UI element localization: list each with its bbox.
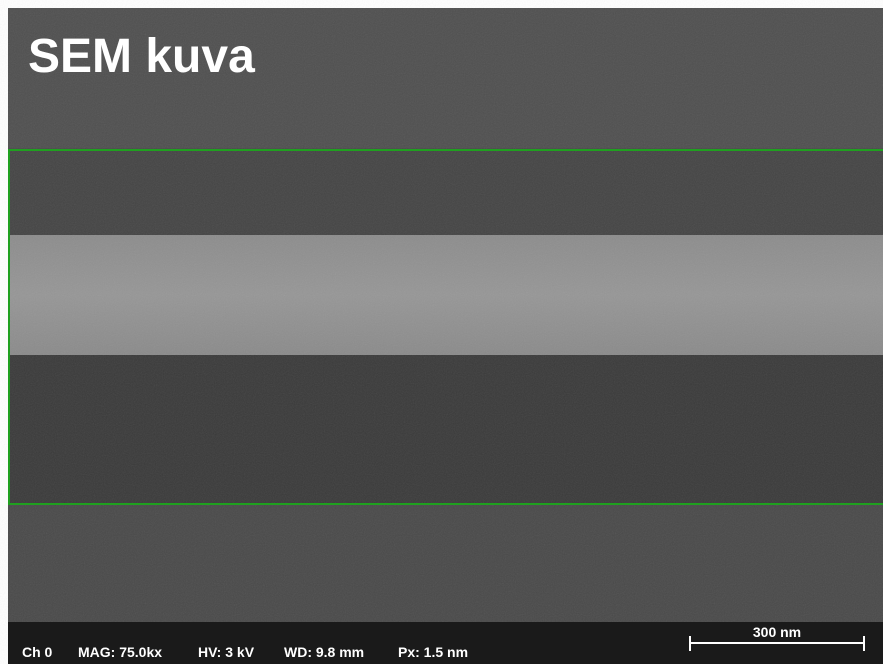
- info-text: HV: 3 kV: [198, 644, 255, 660]
- info-text: Ch 0: [22, 644, 53, 660]
- sem-image: SEM kuva Ch 0 MAG: 75.0kx HV: 3 kV WD: 9…: [0, 0, 883, 664]
- scale-label: 300 nm: [753, 624, 801, 640]
- title: SEM kuva: [28, 30, 255, 83]
- info-text: MAG: 75.0kx: [78, 644, 162, 660]
- info-text: WD: 9.8 mm: [284, 644, 364, 660]
- info-text: Px: 1.5 nm: [398, 644, 468, 660]
- page: SEM kuva Ch 0 MAG: 75.0kx HV: 3 kV WD: 9…: [0, 0, 883, 664]
- noise: [8, 8, 883, 622]
